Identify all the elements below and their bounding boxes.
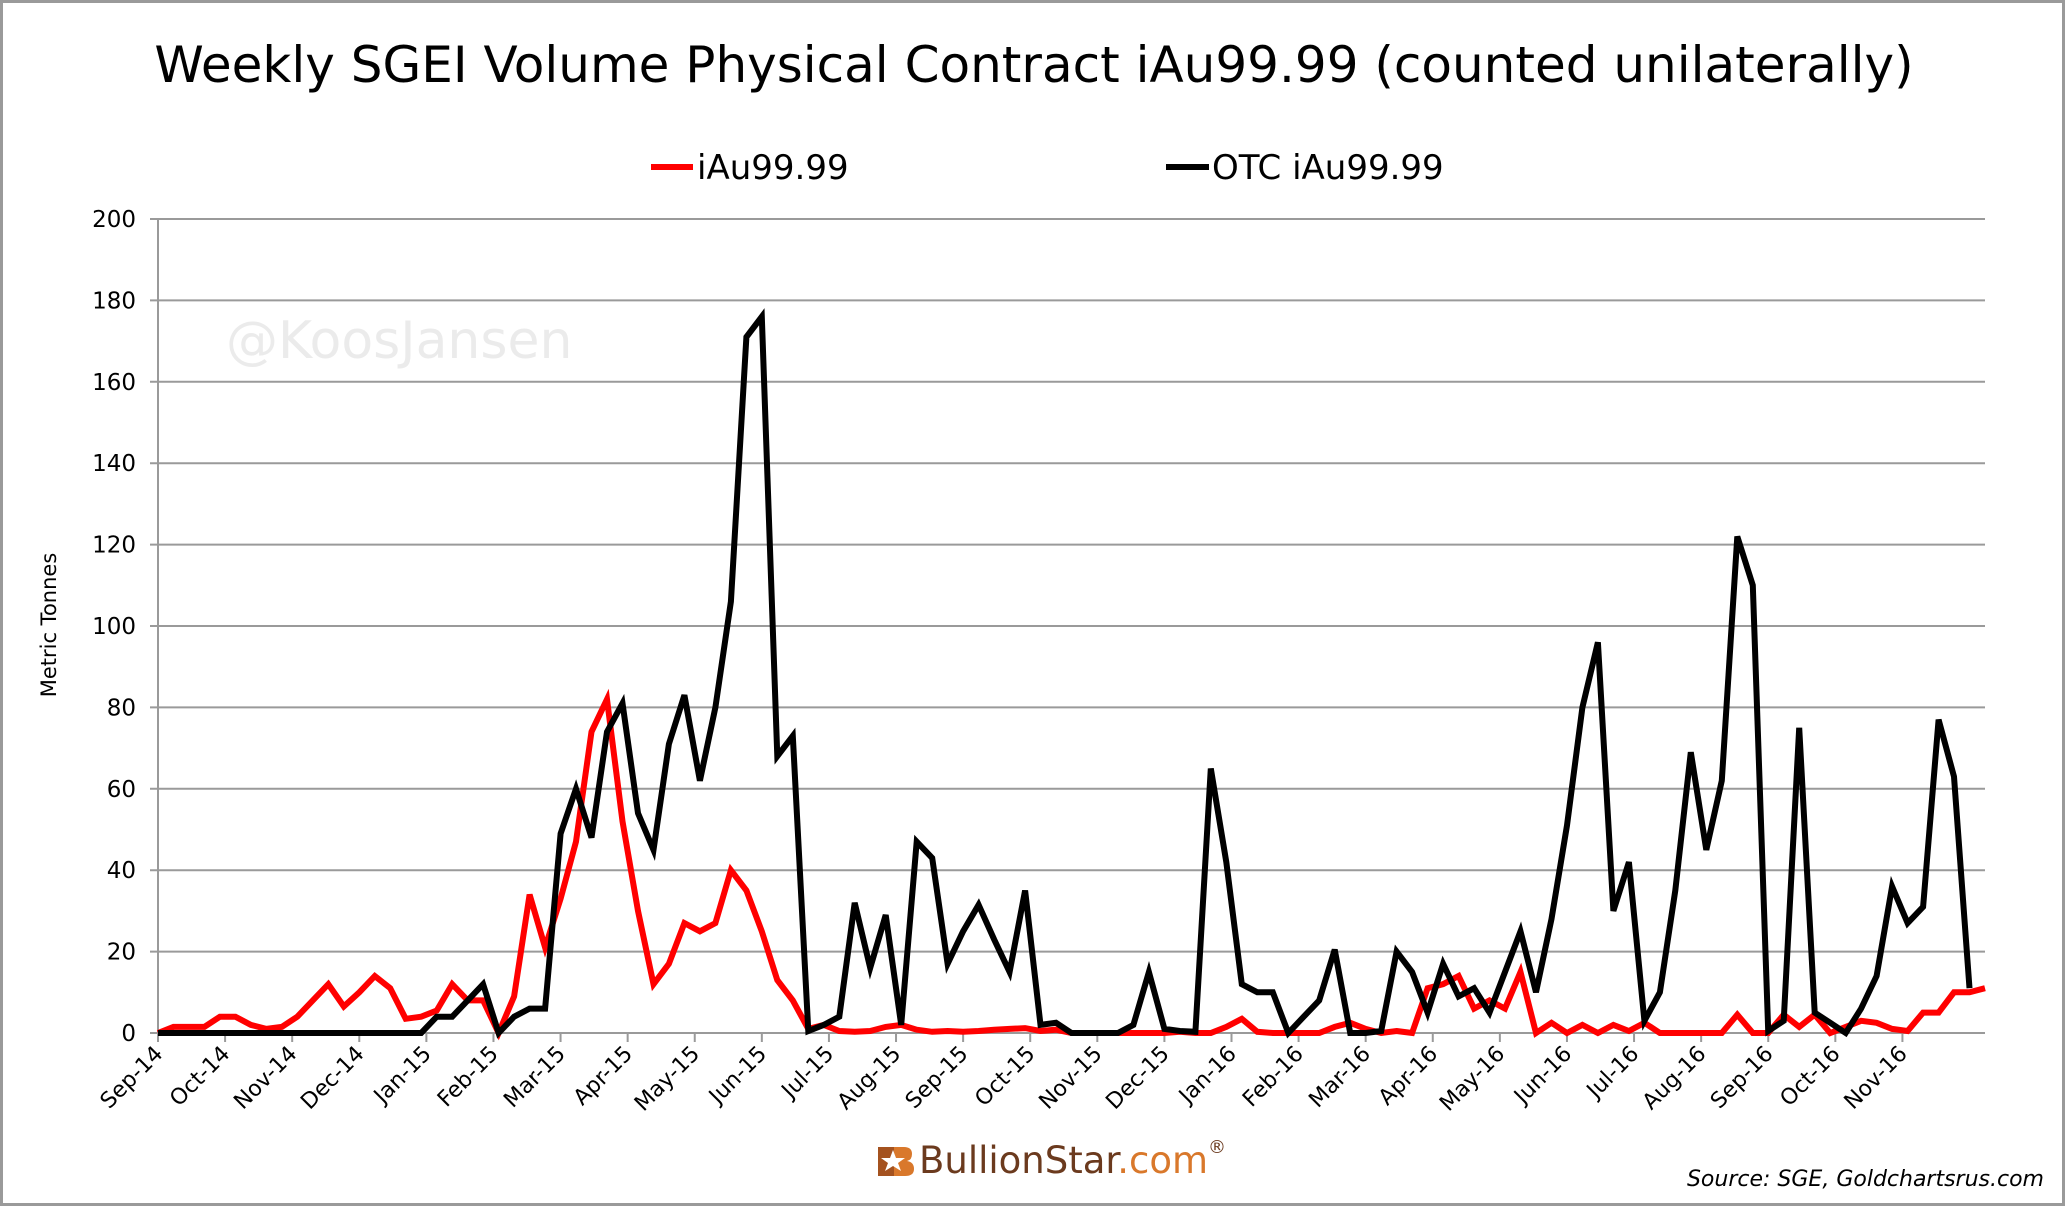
y-tick-label: 20 bbox=[107, 940, 136, 966]
y-tick-label: 0 bbox=[121, 1021, 136, 1047]
legend-label-otc: OTC iAu99.99 bbox=[1212, 148, 1444, 188]
y-tick-label: 100 bbox=[92, 614, 136, 640]
series-lines bbox=[156, 308, 1986, 1041]
y-tick-label: 140 bbox=[92, 451, 136, 477]
y-tick-label: 200 bbox=[92, 207, 136, 233]
bullionstar-logo-text: BullionStar.com® bbox=[919, 1137, 1226, 1182]
legend: iAu99.99 OTC iAu99.99 bbox=[651, 148, 1444, 188]
series-line-otc-iau9999 bbox=[158, 308, 1973, 1039]
bullionstar-logo: BullionStar.com® bbox=[878, 1137, 1226, 1182]
y-axis-title: Metric Tonnes bbox=[37, 553, 61, 698]
watermark: @KoosJansen bbox=[226, 311, 572, 371]
y-axis: 0 20 40 60 80 100 120 140 160 180 200 bbox=[92, 207, 159, 1047]
y-tick-label: 80 bbox=[107, 695, 136, 721]
source-note: Source: SGE, Goldchartsrus.com bbox=[1687, 1167, 2044, 1192]
y-tick-label: 160 bbox=[92, 370, 136, 396]
chart-title: Weekly SGEI Volume Physical Contract iAu… bbox=[154, 36, 1913, 94]
y-tick-label: 120 bbox=[92, 533, 136, 559]
legend-label-iau: iAu99.99 bbox=[697, 148, 849, 188]
bullionstar-logo-icon bbox=[878, 1147, 914, 1176]
y-tick-label: 180 bbox=[92, 288, 136, 314]
y-tick-label: 40 bbox=[107, 858, 136, 884]
y-tick-label: 60 bbox=[107, 777, 136, 803]
